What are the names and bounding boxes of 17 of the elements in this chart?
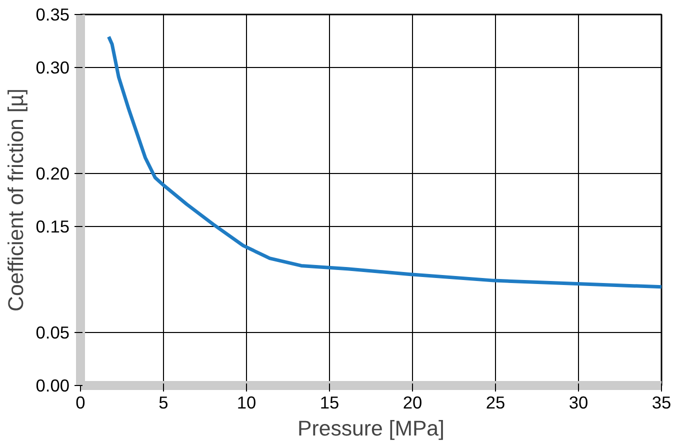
line-series (106, 35, 662, 289)
x-tick-label: 30 (568, 392, 588, 412)
y-tick-label: 0.05 (36, 322, 70, 342)
y-axis-title: Coefficient of friction [µ] (4, 88, 28, 312)
y-tick-label: 0.30 (36, 58, 70, 78)
x-tick-label: 0 (76, 392, 86, 412)
x-tick-label: 20 (402, 392, 422, 412)
x-tick-label: 25 (486, 392, 506, 412)
y-tick-label: 0.20 (36, 164, 70, 184)
x-tick-label: 5 (158, 392, 168, 412)
x-axis-title: Pressure [MPa] (298, 416, 444, 440)
x-tick-label: 15 (320, 392, 340, 412)
y-tick-label: 0.35 (36, 4, 70, 24)
x-tick-label: 35 (652, 392, 672, 412)
y-tick-label: 0.15 (36, 216, 70, 236)
x-tick-label: 10 (236, 392, 256, 412)
y-tick-label: 0.00 (36, 376, 70, 396)
